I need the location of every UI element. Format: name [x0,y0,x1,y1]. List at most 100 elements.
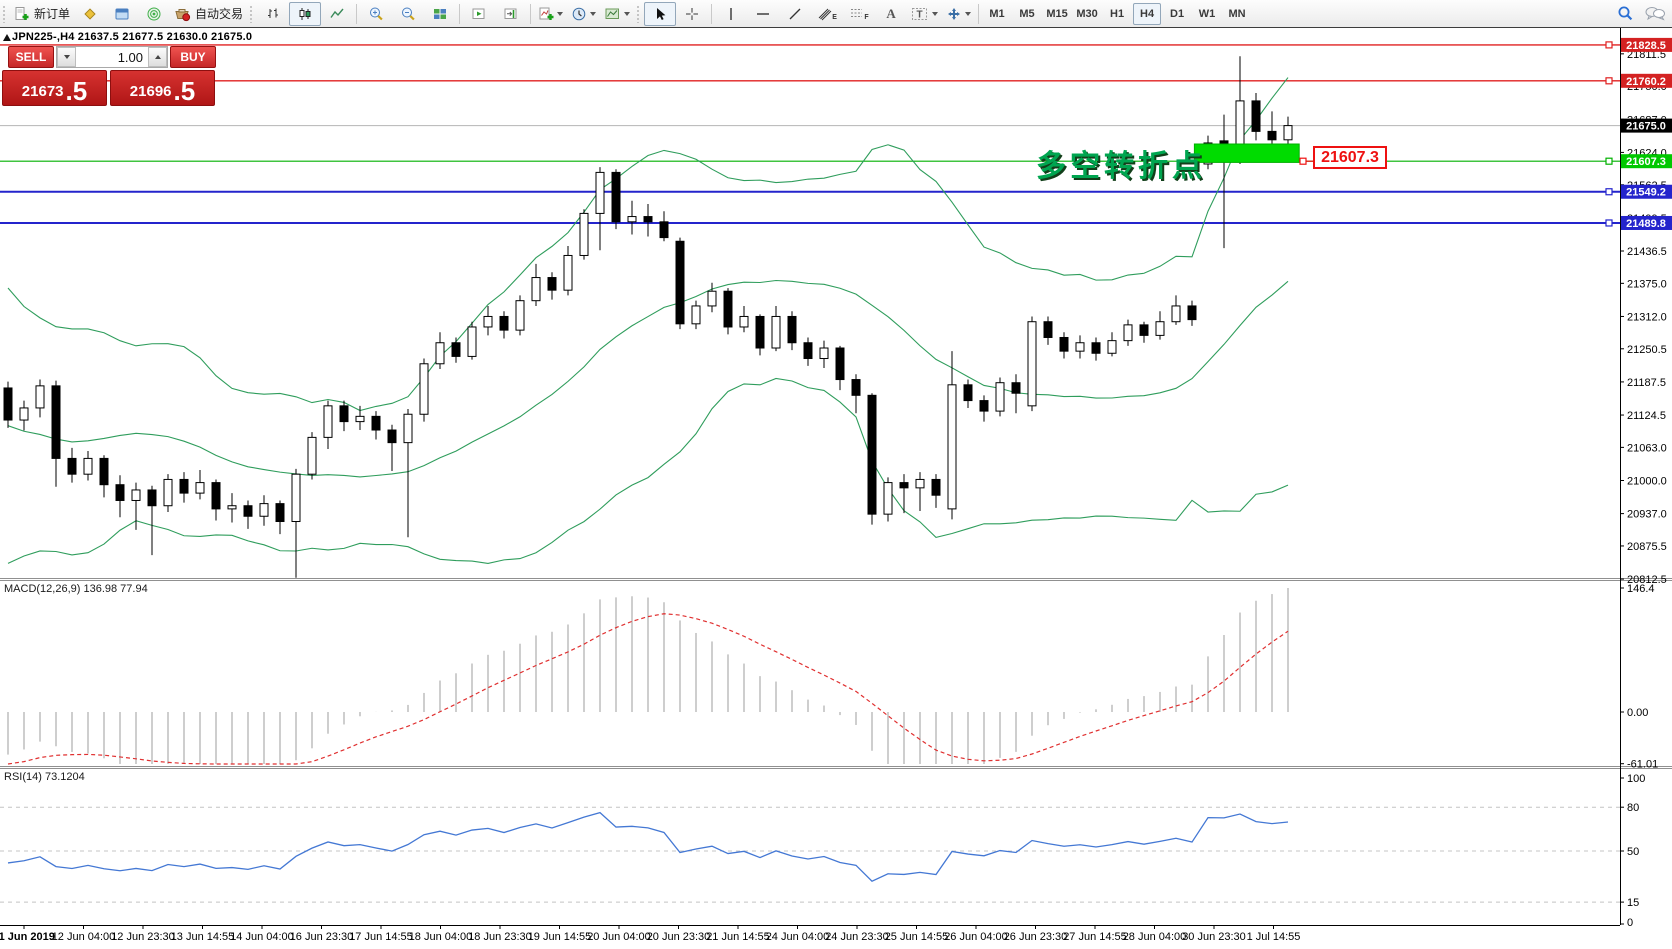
price-level-tag[interactable]: 21607.3 [1313,146,1387,169]
autotrading-button[interactable]: 自动交易 [170,2,247,26]
periods-button[interactable] [567,2,600,26]
auto-scroll-button[interactable] [463,2,495,26]
volume-input[interactable] [76,47,148,67]
buy-button[interactable]: BUY [170,46,216,68]
timeframe-d1[interactable]: D1 [1170,7,1185,20]
triangle-up-icon [154,52,161,59]
line-chart-icon [330,8,344,18]
svg-text:0: 0 [1627,917,1633,929]
auto-scroll-icon [472,8,485,19]
dropdown-caret [624,12,631,19]
text-label-button[interactable]: T [907,2,942,26]
svg-text:11 Jun 2019: 11 Jun 2019 [0,931,55,943]
group-handle [636,4,642,23]
svg-text:19 Jun 14:55: 19 Jun 14:55 [528,931,592,943]
signal-icon [147,7,161,20]
vertical-line-button[interactable] [715,2,747,26]
chart-candles-button[interactable] [289,1,322,26]
zoom-in-button[interactable] [360,2,392,26]
chart-line-button[interactable] [321,2,353,26]
svg-text:12 Jun 23:30: 12 Jun 23:30 [111,931,175,943]
add-indicator-icon [539,7,554,20]
timeframe-h1[interactable]: H1 [1110,7,1125,20]
timeframe-h4[interactable]: H4 [1133,2,1162,25]
text-button[interactable]: A [875,2,907,26]
timeframe-m5[interactable]: M5 [1019,7,1035,20]
chart-annotation-text[interactable]: 多空转折点 [1036,150,1206,183]
gold-diamond-icon [84,7,96,20]
vertical-line-icon [730,7,732,20]
buy-price-main: 21696 [129,83,172,100]
svg-text:21250.5: 21250.5 [1627,344,1667,356]
svg-text:27 Jun 14:55: 27 Jun 14:55 [1063,931,1127,943]
dropdown-caret [590,12,597,19]
candlestick-icon [299,7,311,20]
timeframe-mn[interactable]: MN [1228,7,1246,20]
sell-price-button[interactable]: 21673 .5 [2,70,107,106]
chat-icon[interactable] [1644,5,1666,21]
chart-bars-button[interactable] [257,2,289,26]
svg-text:0.00: 0.00 [1627,707,1648,719]
volume-decrease-button[interactable] [57,47,76,67]
tile-windows-icon [434,8,447,19]
chart-shift-button[interactable] [495,2,527,26]
svg-text:17 Jun 14:55: 17 Jun 14:55 [349,931,413,943]
svg-text:21063.0: 21063.0 [1627,442,1667,454]
dropdown-caret [932,12,939,19]
market-watch-button[interactable] [74,2,106,26]
terminal-window-button[interactable] [106,2,138,26]
signals-button[interactable] [138,2,170,26]
timeframe-w1[interactable]: W1 [1198,7,1216,20]
svg-text:12 Jun 04:00: 12 Jun 04:00 [52,931,116,943]
separator [978,3,980,24]
svg-text:21187.5: 21187.5 [1627,377,1666,389]
svg-text:21312.0: 21312.0 [1627,311,1667,323]
window-icon [115,8,129,19]
text-label-glyph: T [916,9,922,20]
svg-text:24 Jun 04:00: 24 Jun 04:00 [766,931,830,943]
volume-stepper [56,46,168,68]
channel-sub-label: E [832,14,837,21]
new-order-button[interactable]: 新订单 [10,2,74,26]
templates-button[interactable] [600,2,634,26]
buy-price-button[interactable]: 21696 .5 [110,70,215,106]
search-icon[interactable] [1617,5,1634,22]
chart-symbol-title: JPN225-,H4 21637.5 21677.5 21630.0 21675… [12,31,253,43]
toolbar-drag-handle[interactable] [2,4,7,23]
macd-indicator-title: MACD(12,26,9) 136.98 77.94 [4,583,148,595]
trendline-button[interactable] [779,2,811,26]
text-tool-label: A [886,5,896,21]
one-click-trading-panel: SELL BUY 21673 .5 21696 .5 [2,46,216,106]
timeframe-m15[interactable]: M15 [1046,7,1068,20]
horizontal-line-button[interactable] [747,2,779,26]
svg-text:21760.2: 21760.2 [1626,76,1666,88]
arrows-button[interactable] [942,2,975,26]
tile-windows-button[interactable] [424,2,456,26]
text-label-icon: T [912,7,928,20]
separator [530,3,532,24]
timeframe-m30[interactable]: M30 [1076,7,1098,20]
svg-text:13 Jun 14:55: 13 Jun 14:55 [171,931,235,943]
svg-text:50: 50 [1627,846,1639,858]
channel-button[interactable]: E [811,2,843,26]
zoom-out-button[interactable] [392,2,424,26]
new-order-icon [15,6,29,20]
timeframe-m1[interactable]: M1 [989,7,1005,20]
rsi-indicator-title: RSI(14) 73.1204 [4,771,85,783]
toolbar: 新订单 自动交易 [0,0,1672,28]
indicators-button[interactable] [534,2,567,26]
sell-button[interactable]: SELL [8,46,54,68]
volume-increase-button[interactable] [148,47,167,67]
svg-text:100: 100 [1627,773,1645,785]
svg-text:21828.5: 21828.5 [1626,40,1666,52]
svg-text:20875.5: 20875.5 [1627,541,1667,553]
fibonacci-button[interactable]: F [843,2,875,26]
svg-text:15: 15 [1627,897,1639,909]
crosshair-button[interactable] [676,2,708,26]
panel-collapse-arrow[interactable] [3,34,11,41]
svg-text:30 Jun 23:30: 30 Jun 23:30 [1182,931,1246,943]
cursor-button[interactable] [644,1,677,26]
svg-text:18 Jun 23:30: 18 Jun 23:30 [468,931,532,943]
svg-text:21549.2: 21549.2 [1626,187,1666,199]
